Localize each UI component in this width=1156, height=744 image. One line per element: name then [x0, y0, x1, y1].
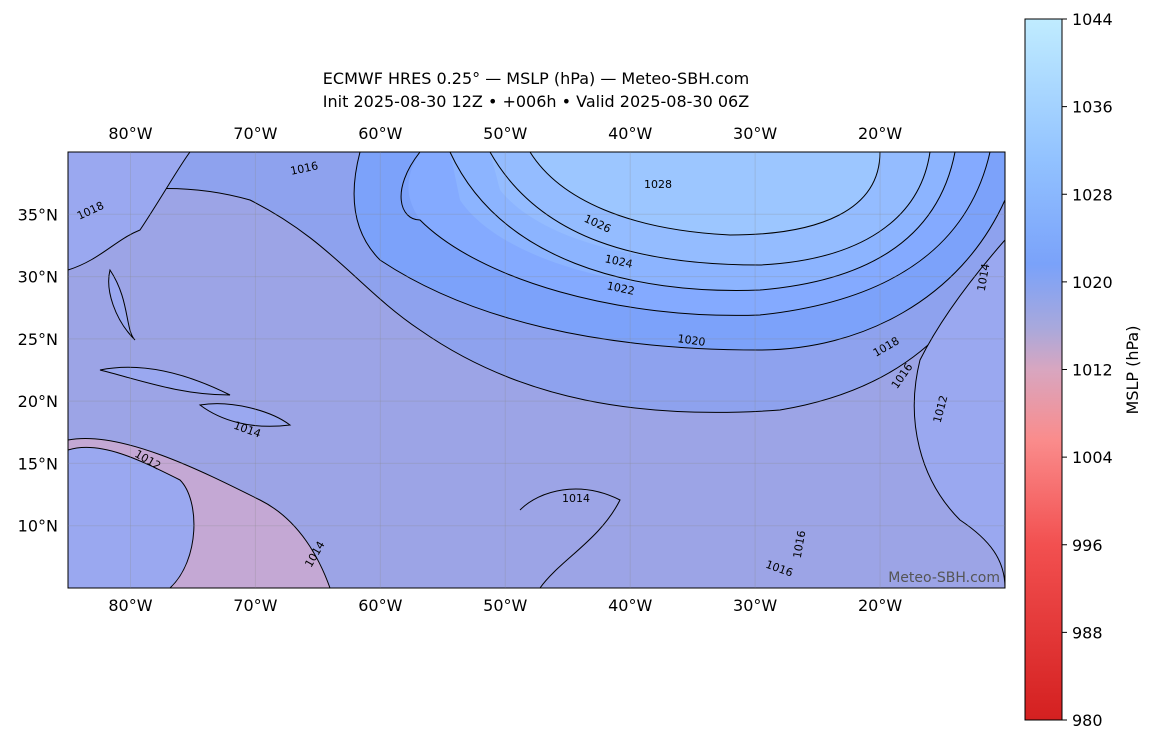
- colorbar-tick-label: 1020: [1072, 273, 1113, 292]
- colorbar-tick-label: 996: [1072, 536, 1103, 555]
- lat-label: 20°N: [18, 392, 58, 411]
- map-frame: [67, 151, 1006, 589]
- lat-label: 30°N: [18, 268, 58, 287]
- colorbar-tick-label: 1012: [1072, 361, 1113, 380]
- lon-label: 20°W: [858, 124, 902, 143]
- colorbar-tick-label: 1044: [1072, 10, 1113, 29]
- contour-label: 1020: [677, 332, 707, 349]
- lon-label: 80°W: [108, 596, 152, 615]
- lon-label: 60°W: [358, 596, 402, 615]
- colorbar-tick-label: 988: [1072, 623, 1103, 642]
- lon-label: 50°W: [483, 124, 527, 143]
- map-field: [68, 152, 1005, 588]
- lon-label: 80°W: [108, 124, 152, 143]
- colorbar-tick-label: 980: [1072, 711, 1103, 730]
- colorbar-tick-label: 1028: [1072, 185, 1113, 204]
- colorbar-tick-label: 1004: [1072, 448, 1113, 467]
- title-line: Init 2025-08-30 12Z • +006h • Valid 2025…: [323, 92, 749, 111]
- contour-label: 1024: [604, 252, 634, 271]
- lon-label: 30°W: [733, 596, 777, 615]
- lon-label: 40°W: [608, 596, 652, 615]
- lon-label: 60°W: [358, 124, 402, 143]
- colorbar: [1024, 18, 1063, 721]
- contour-label: 1016: [791, 529, 809, 559]
- lon-label: 50°W: [483, 596, 527, 615]
- colorbar-tick-label: 1036: [1072, 98, 1113, 117]
- lon-label: 70°W: [233, 596, 277, 615]
- watermark: Meteo-SBH.com: [888, 570, 1000, 586]
- contour-label: 1016: [289, 159, 319, 178]
- lon-label: 30°W: [733, 124, 777, 143]
- lon-label: 40°W: [608, 124, 652, 143]
- lat-label: 10°N: [18, 517, 58, 536]
- lon-label: 20°W: [858, 596, 902, 615]
- lon-label: 70°W: [233, 124, 277, 143]
- lat-label: 15°N: [18, 454, 58, 473]
- colorbar-label: MSLP (hPa): [1123, 326, 1142, 415]
- lat-label: 25°N: [18, 330, 58, 349]
- contour-label: 1028: [644, 178, 672, 191]
- title-line: ECMWF HRES 0.25° — MSLP (hPa) — Meteo-SB…: [323, 69, 749, 88]
- contour-label: 1014: [562, 492, 590, 505]
- lat-label: 35°N: [18, 205, 58, 224]
- contour-label: 1014: [975, 262, 993, 292]
- contour-label: 1022: [606, 279, 636, 298]
